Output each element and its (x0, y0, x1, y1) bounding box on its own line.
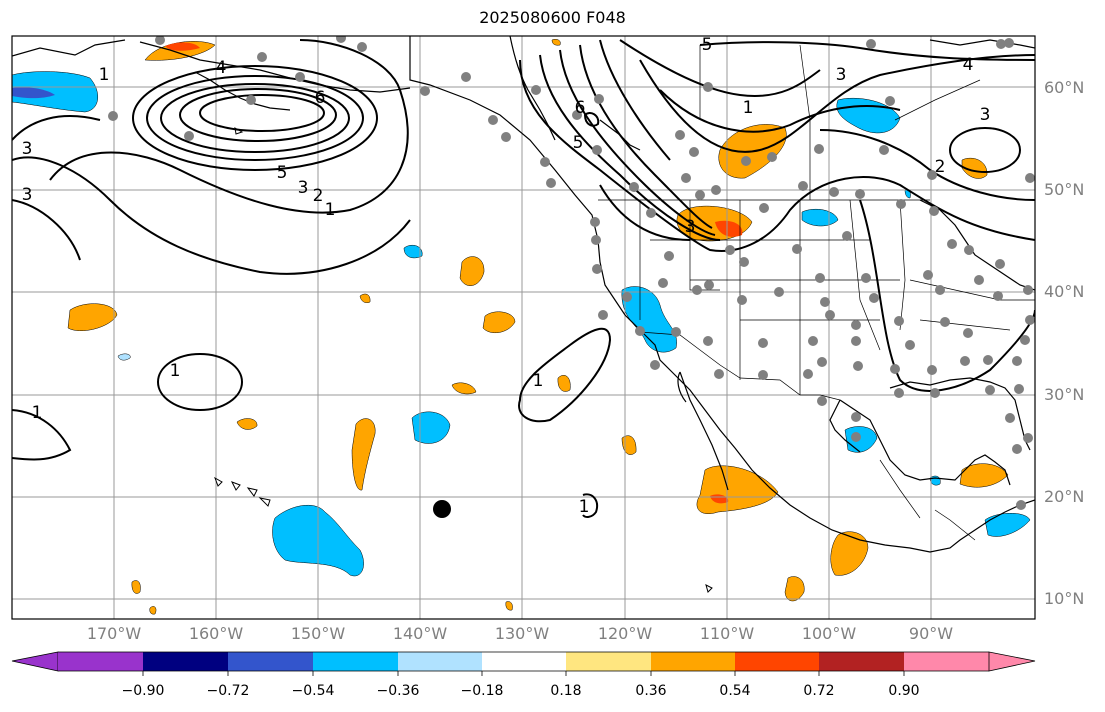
colorbar-min-extend (11, 651, 59, 672)
contour-label: 1 (32, 403, 43, 423)
lat-label: 60°N (1044, 78, 1085, 97)
colorbar-segment (482, 652, 566, 671)
lon-label: 110°W (699, 624, 755, 643)
colorbar-segment (904, 652, 989, 671)
lon-label: 140°W (392, 624, 448, 643)
colorbar-segment (735, 652, 819, 671)
colorbar-tick-label: 0.18 (550, 683, 582, 699)
contour-label: 3 (685, 217, 696, 237)
contour-label: 3 (298, 178, 309, 198)
contour-label: 2 (935, 157, 946, 177)
map-title: 2025080600 F048 (479, 8, 626, 27)
colorbar-segment (566, 652, 651, 671)
colorbar-segment (313, 652, 398, 671)
lon-label: 120°W (597, 624, 653, 643)
contour-label: 1 (533, 371, 544, 391)
lon-label: 130°W (494, 624, 550, 643)
contour-label: 5 (573, 133, 584, 153)
lat-label: 10°N (1044, 589, 1085, 608)
map-frame (11, 35, 1036, 620)
contour-lines (12, 39, 1035, 518)
colorbar-tick-label: 0.36 (635, 683, 667, 699)
contour-label: 5 (277, 163, 288, 183)
colorbar-tick-label: −0.18 (460, 683, 504, 699)
lon-label: 90°W (908, 624, 954, 643)
colorbar-tick-label: −0.90 (121, 683, 165, 699)
weather-map: 1 4 6 3 5 3 2 1 6 5 1 3 4 5 3 2 1 1 1 1 … (11, 35, 1036, 620)
colorbar-tick-label: 0.72 (803, 683, 835, 699)
contour-label: 4 (963, 55, 974, 75)
colorbar-segment (143, 652, 228, 671)
contour-label-group: 1 4 6 3 5 3 2 1 6 5 1 3 4 5 3 2 1 1 1 1 … (22, 35, 991, 517)
colorbar-segment (651, 652, 735, 671)
graticule (12, 36, 1035, 619)
contour-label: 6 (575, 98, 586, 118)
contour-label: 3 (836, 65, 847, 85)
coastlines (12, 36, 1035, 553)
contour-label: 4 (216, 58, 227, 78)
contour-label: 1 (170, 361, 181, 381)
colorbar-tick-label: 0.90 (888, 683, 920, 699)
contour-label: 3 (22, 139, 33, 159)
colorbar-tick-label: −0.54 (291, 683, 335, 699)
colorbar-tick-label: 0.54 (719, 683, 751, 699)
center-marker (433, 500, 451, 518)
contour-label: 5 (702, 35, 713, 55)
station-markers (108, 36, 1035, 510)
lat-label: 40°N (1044, 282, 1085, 301)
contour-label: 1 (579, 497, 590, 517)
colorbar-segment (819, 652, 904, 671)
colorbar-segment (228, 652, 313, 671)
colorbar-max-extend (988, 651, 1036, 672)
lat-label: 20°N (1044, 487, 1085, 506)
colorbar (11, 651, 1036, 676)
contour-label: 3 (22, 185, 33, 205)
contour-label: 1 (743, 98, 754, 118)
lon-label: 170°W (86, 624, 142, 643)
contour-label: 3 (980, 105, 991, 125)
colorbar-tick-label: −0.72 (206, 683, 250, 699)
colorbar-tick-label: −0.36 (376, 683, 420, 699)
contour-label: 6 (315, 88, 326, 108)
lon-label: 100°W (801, 624, 857, 643)
colorbar-segment (58, 652, 143, 671)
lat-label: 50°N (1044, 180, 1085, 199)
lat-label: 30°N (1044, 385, 1085, 404)
lon-label: 160°W (188, 624, 244, 643)
shaded-anomalies (12, 38, 1031, 615)
contour-label: 1 (325, 200, 336, 220)
lon-label: 150°W (290, 624, 346, 643)
contour-label: 1 (99, 65, 110, 85)
colorbar-segment (398, 652, 482, 671)
contour-label: 2 (313, 186, 324, 206)
